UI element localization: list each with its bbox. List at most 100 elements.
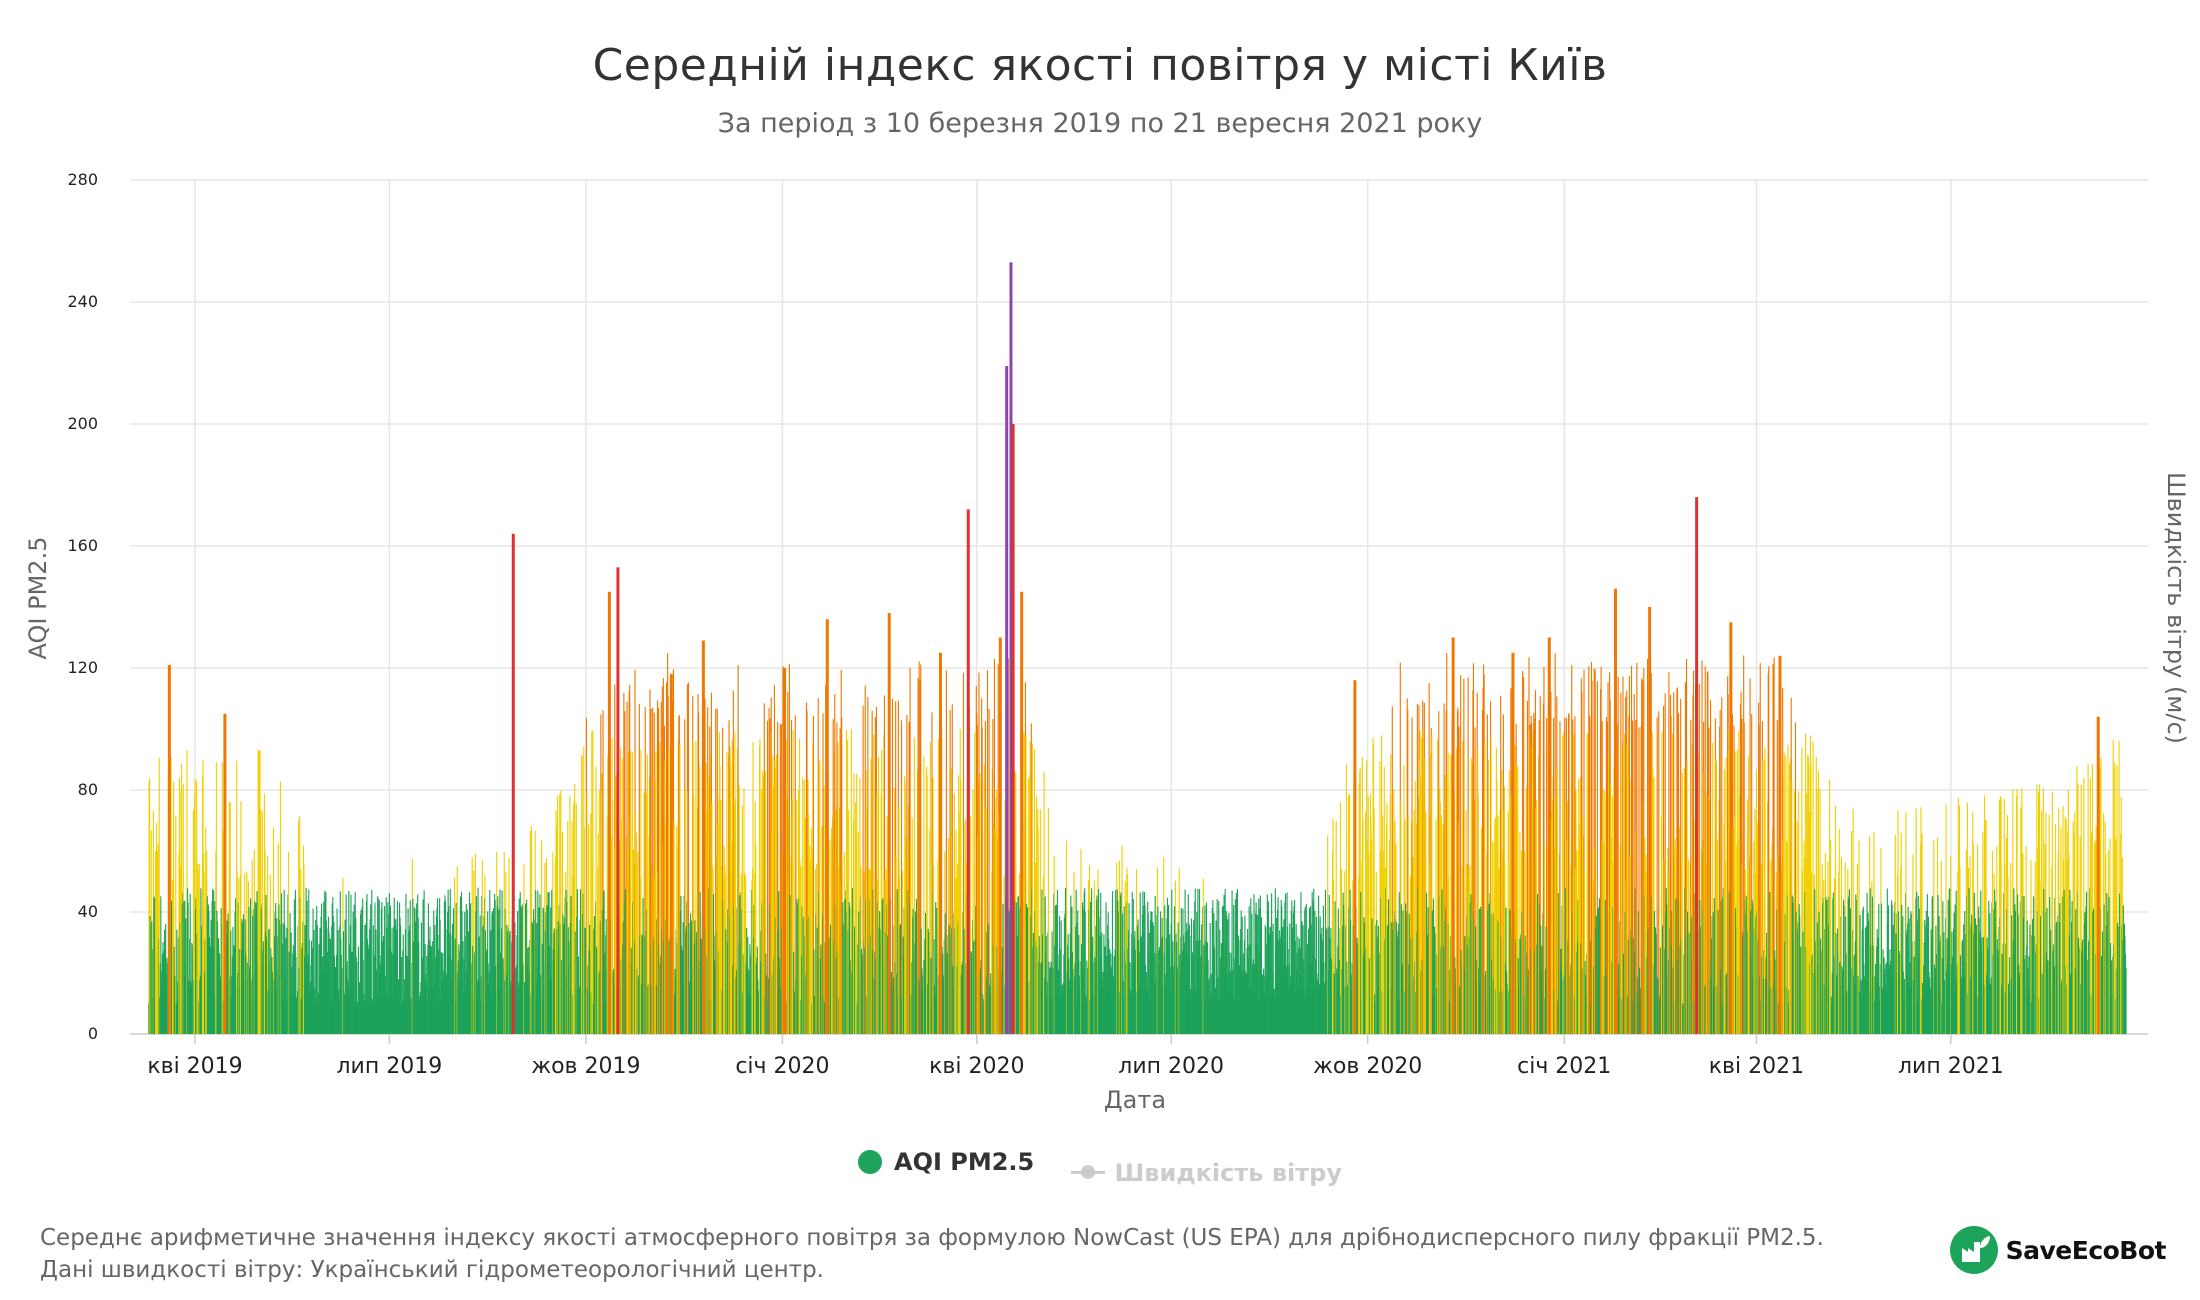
aqi-bar	[2119, 893, 2121, 1034]
aqi-bar	[917, 677, 919, 1034]
aqi-bar	[1131, 892, 1133, 1034]
aqi-bar	[1974, 918, 1976, 1034]
aqi-bar	[1546, 717, 1548, 1034]
aqi-bar	[521, 904, 523, 1034]
aqi-bar	[570, 895, 572, 1034]
aqi-bar	[787, 692, 789, 1034]
aqi-bar	[384, 906, 386, 1034]
aqi-bar	[178, 778, 181, 1034]
aqi-bar	[1712, 743, 1714, 1034]
aqi-bar	[891, 698, 894, 1034]
aqi-bar	[1734, 751, 1736, 1034]
aqi-bar	[1715, 761, 1717, 1034]
chart-title: Середній індекс якості повітря у місті К…	[592, 40, 1608, 91]
aqi-bar	[1344, 871, 1346, 1034]
aqi-bar	[1751, 714, 1753, 1034]
aqi-bar	[1142, 891, 1144, 1034]
aqi-bar	[1699, 900, 1701, 1034]
aqi-bar	[1988, 901, 1990, 1034]
aqi-bar	[462, 941, 464, 1034]
aqi-bar	[1362, 818, 1364, 1034]
aqi-bar	[235, 898, 237, 1034]
aqi-bar	[1645, 854, 1647, 1034]
legend-item-wind[interactable]: Швидкість вітру	[1070, 1159, 1342, 1187]
aqi-bar	[472, 946, 474, 1034]
aqi-bar	[1508, 770, 1510, 1034]
aqi-bar	[2101, 931, 2104, 1034]
aqi-bar	[1764, 748, 1766, 1034]
aqi-bar	[823, 786, 825, 1034]
aqi-bar	[1677, 713, 1680, 1034]
aqi-bar	[946, 953, 948, 1034]
aqi-bar	[1345, 764, 1347, 1034]
aqi-bar	[176, 929, 178, 1034]
aqi-bar	[1673, 692, 1675, 1034]
legend-item-aqi[interactable]: AQI PM2.5	[858, 1148, 1034, 1176]
aqi-bar	[1905, 812, 1907, 1034]
aqi-bar	[1878, 903, 1880, 1034]
aqi-bar	[1080, 944, 1083, 1034]
aqi-bar	[2051, 791, 2053, 1034]
aqi-peak-bar	[1011, 424, 1015, 1034]
aqi-bar	[981, 727, 983, 1034]
aqi-peak-bar	[1778, 655, 1782, 1034]
aqi-bar	[1835, 933, 1837, 1034]
aqi-bar	[652, 707, 654, 1034]
saveecobot-logo[interactable]: SaveEcoBot	[1949, 1226, 2167, 1274]
aqi-bar	[979, 773, 981, 1034]
aqi-bar	[882, 898, 884, 1034]
x-tick-label: лип 2019	[337, 1054, 443, 1079]
aqi-peak-bar	[1648, 607, 1652, 1034]
x-axis: кві 2019 лип 2019 жов 2019 січ 2020 кві 2020…	[147, 1034, 2004, 1079]
aqi-bar	[873, 734, 875, 1034]
aqi-bar	[350, 894, 352, 1034]
aqi-bar	[2025, 846, 2027, 1034]
aqi-bar	[1504, 862, 1506, 1034]
aqi-bar	[1856, 864, 1858, 1034]
aqi-bar	[1830, 839, 1832, 1034]
x-tick-label: кві 2020	[929, 1054, 1024, 1079]
aqi-bar	[1441, 889, 1443, 1034]
aqi-bar	[1500, 695, 1502, 1034]
x-tick-label: кві 2021	[1709, 1054, 1804, 1079]
aqi-bar	[1026, 907, 1029, 1034]
aqi-bar	[1713, 898, 1715, 1034]
aqi-bar	[1656, 717, 1658, 1034]
aqi-bar	[745, 877, 747, 1034]
aqi-bar	[1073, 871, 1075, 1034]
aqi-bar	[1226, 915, 1228, 1034]
aqi-bar	[1272, 923, 1274, 1034]
aqi-bar	[1812, 741, 1814, 1034]
aqi-bar	[1045, 935, 1047, 1034]
aqi-bar	[529, 830, 531, 1034]
aqi-bar	[1390, 922, 1392, 1034]
aqi-bar	[1529, 724, 1531, 1034]
aqi-bar	[1301, 921, 1303, 1034]
aqi-bar	[2091, 763, 2093, 1034]
aqi-bar	[1626, 745, 1628, 1034]
aqi-bar	[709, 726, 711, 1034]
aqi-bar	[1092, 936, 1094, 1034]
aqi-bar	[1817, 770, 1819, 1034]
aqi-peak-bar	[998, 637, 1002, 1034]
aqi-bar	[402, 934, 404, 1034]
aqi-bar	[1128, 903, 1130, 1034]
aqi-bar	[1712, 912, 1714, 1034]
aqi-bar	[1850, 830, 1853, 1034]
aqi-bar	[1269, 926, 1272, 1034]
aqi-bar	[2118, 740, 2120, 1034]
aqi-bar	[1166, 897, 1169, 1034]
aqi-bar	[715, 708, 717, 1034]
aqi-bar	[1190, 918, 1193, 1034]
aqi-bar	[2094, 840, 2096, 1034]
aqi-bar	[541, 839, 543, 1034]
aqi-bar	[638, 703, 640, 1034]
aqi-bar	[418, 942, 420, 1034]
aqi-bar	[326, 928, 328, 1034]
aqi-bar	[1435, 819, 1437, 1034]
aqi-bar	[2100, 757, 2102, 1034]
aqi-bar	[592, 730, 594, 1034]
aqi-bar	[1458, 726, 1460, 1034]
aqi-bar	[187, 902, 189, 1034]
aqi-bar	[1271, 893, 1273, 1034]
